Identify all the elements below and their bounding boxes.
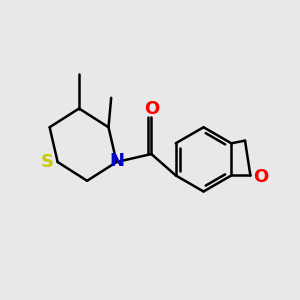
Text: O: O	[253, 168, 268, 186]
Text: S: S	[41, 153, 54, 171]
Text: O: O	[144, 100, 159, 118]
Text: N: N	[110, 152, 124, 170]
